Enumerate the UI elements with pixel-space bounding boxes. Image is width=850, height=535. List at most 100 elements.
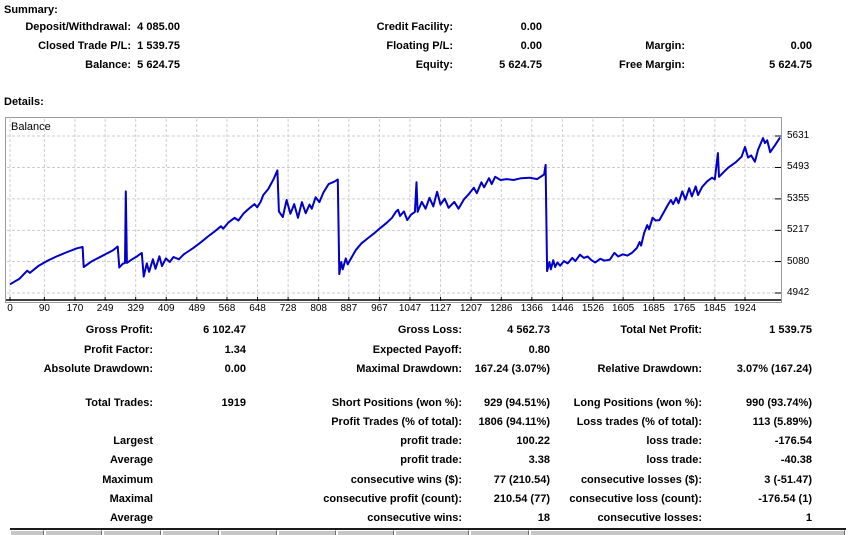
stat-label: Deposit/Withdrawal: — [25, 21, 131, 33]
trade-table-header-cell — [395, 530, 469, 535]
stat-value: 990 (93.74%) — [745, 397, 812, 409]
stat-label: Profit Trades (% of total): — [331, 416, 462, 428]
x-tick-label: 1605 — [612, 303, 635, 314]
x-tick-label: 1047 — [398, 303, 422, 314]
details-row: Profit Factor: 1.34 Expected Payoff: 0.8… — [0, 344, 850, 358]
x-tick-label: 1765 — [673, 303, 696, 314]
stat-label: Long Positions (won %): — [573, 397, 702, 409]
x-tick-label: 1526 — [581, 303, 605, 314]
details-row: Total Trades: 1919 Short Positions (won … — [0, 397, 850, 411]
details-row: Maximal consecutive profit (count): 210.… — [0, 493, 850, 507]
x-tick-label: 249 — [96, 303, 114, 314]
stat-label: Credit Facility: — [376, 21, 453, 33]
trade-table-header-cell — [103, 530, 161, 535]
stat-label: Loss trades (% of total): — [576, 416, 702, 428]
stat-label: Largest — [113, 435, 153, 447]
stat-value: 4 562.73 — [507, 324, 550, 336]
y-tick-label: 5217 — [787, 224, 810, 236]
stat-value: 1 539.75 — [769, 324, 812, 336]
x-tick-label: 1366 — [520, 303, 543, 314]
stat-label: Average — [109, 512, 153, 524]
stat-value: 0.00 — [224, 363, 246, 375]
stat-label: Absolute Drawdown: — [43, 363, 153, 375]
stat-value: 1.34 — [224, 344, 246, 356]
stat-label: Equity: — [415, 59, 453, 71]
stat-value: 1806 (94.11%) — [478, 416, 550, 428]
x-tick-label: 1924 — [733, 303, 757, 314]
x-tick-label: 329 — [127, 303, 145, 314]
stat-label: Gross Loss: — [397, 324, 462, 336]
stat-label: loss trade: — [646, 454, 702, 466]
details-row: Profit Trades (% of total): 1806 (94.11%… — [0, 416, 850, 430]
stat-label: Total Trades: — [85, 397, 153, 409]
summary-heading: Summary: — [4, 4, 58, 16]
x-tick-label: 170 — [66, 303, 84, 314]
trade-table-header-cell — [220, 530, 277, 535]
stat-value: -176.54 — [774, 435, 812, 447]
y-tick-label: 5355 — [787, 192, 810, 204]
x-tick-label: 409 — [157, 303, 175, 314]
trade-table-header-cell — [278, 530, 336, 535]
stat-value: 1 539.75 — [137, 40, 180, 52]
stat-value: 5 624.75 — [137, 59, 180, 71]
chart-series-label: Balance — [11, 121, 51, 133]
details-row: Maximum consecutive wins ($): 77 (210.54… — [0, 474, 850, 488]
summary-row: Closed Trade P/L: 1 539.75 Floating P/L:… — [0, 40, 850, 54]
stat-label: Profit Factor: — [83, 344, 153, 356]
balance-chart-canvas — [6, 119, 781, 301]
stat-label: consecutive losses: — [597, 512, 702, 524]
x-tick-label: 1446 — [551, 303, 574, 314]
stat-value: 0.00 — [790, 40, 812, 52]
stat-value: -40.38 — [780, 454, 812, 466]
y-tick-label: 4942 — [787, 287, 810, 298]
stat-label: Relative Drawdown: — [597, 363, 702, 375]
stat-value: 167.24 (3.07%) — [474, 363, 550, 375]
stat-label: Margin: — [645, 40, 685, 52]
x-tick-label: 489 — [188, 303, 206, 314]
stat-label: Maximal Drawdown: — [356, 363, 462, 375]
x-tick-label: 967 — [371, 303, 388, 314]
x-tick-label: 90 — [38, 303, 50, 314]
stat-value: 5 624.75 — [769, 59, 812, 71]
stat-label: Balance: — [85, 59, 131, 71]
stat-label: consecutive profit (count): — [323, 493, 462, 505]
trade-table-header-cell — [162, 530, 219, 535]
stat-label: consecutive loss (count): — [569, 493, 702, 505]
summary-row: Balance: 5 624.75 Equity: 5 624.75 Free … — [0, 59, 850, 73]
stat-value: 5 624.75 — [499, 59, 542, 71]
y-tick-label: 5493 — [787, 161, 810, 173]
stat-label: Expected Payoff: — [372, 344, 462, 356]
x-tick-label: 568 — [218, 303, 236, 314]
x-tick-label: 808 — [310, 303, 327, 314]
stat-value: 929 (94.51%) — [483, 397, 550, 409]
stat-label: consecutive losses ($): — [580, 474, 702, 486]
stat-value: 1 — [805, 512, 812, 524]
stat-value: 113 (5.89%) — [752, 416, 812, 428]
stat-value: 0.00 — [520, 21, 542, 33]
stat-value: 3.38 — [528, 454, 550, 466]
x-tick-label: 1286 — [490, 303, 513, 314]
stat-label: Floating P/L: — [386, 40, 453, 52]
trade-table-header-cell — [337, 530, 394, 535]
stat-label: Average — [109, 454, 153, 466]
x-tick-label: 1685 — [642, 303, 665, 314]
stat-value: 3.07% (167.24) — [736, 363, 812, 375]
stat-label: Short Positions (won %): — [331, 397, 462, 409]
x-tick-label: 0 — [7, 303, 13, 314]
y-tick-label: 5080 — [787, 255, 810, 267]
stat-value: -176.54 (1) — [758, 493, 812, 505]
details-row: Gross Profit: 6 102.47 Gross Loss: 4 562… — [0, 324, 850, 338]
stat-value: 4 085.00 — [137, 21, 180, 33]
stat-value: 6 102.47 — [203, 324, 246, 336]
details-heading: Details: — [4, 96, 44, 108]
details-row: Average profit trade: 3.38 loss trade: -… — [0, 454, 850, 468]
details-row: Largest profit trade: 100.22 loss trade:… — [0, 435, 850, 449]
x-tick-label: 887 — [340, 303, 358, 314]
stat-label: Maximal — [109, 493, 153, 505]
trade-table-header-cell — [45, 530, 102, 535]
stat-label: Gross Profit: — [85, 324, 153, 336]
stat-label: consecutive wins ($): — [350, 474, 462, 486]
trade-table-header-cell — [470, 530, 529, 535]
details-row: Absolute Drawdown: 0.00 Maximal Drawdown… — [0, 363, 850, 377]
